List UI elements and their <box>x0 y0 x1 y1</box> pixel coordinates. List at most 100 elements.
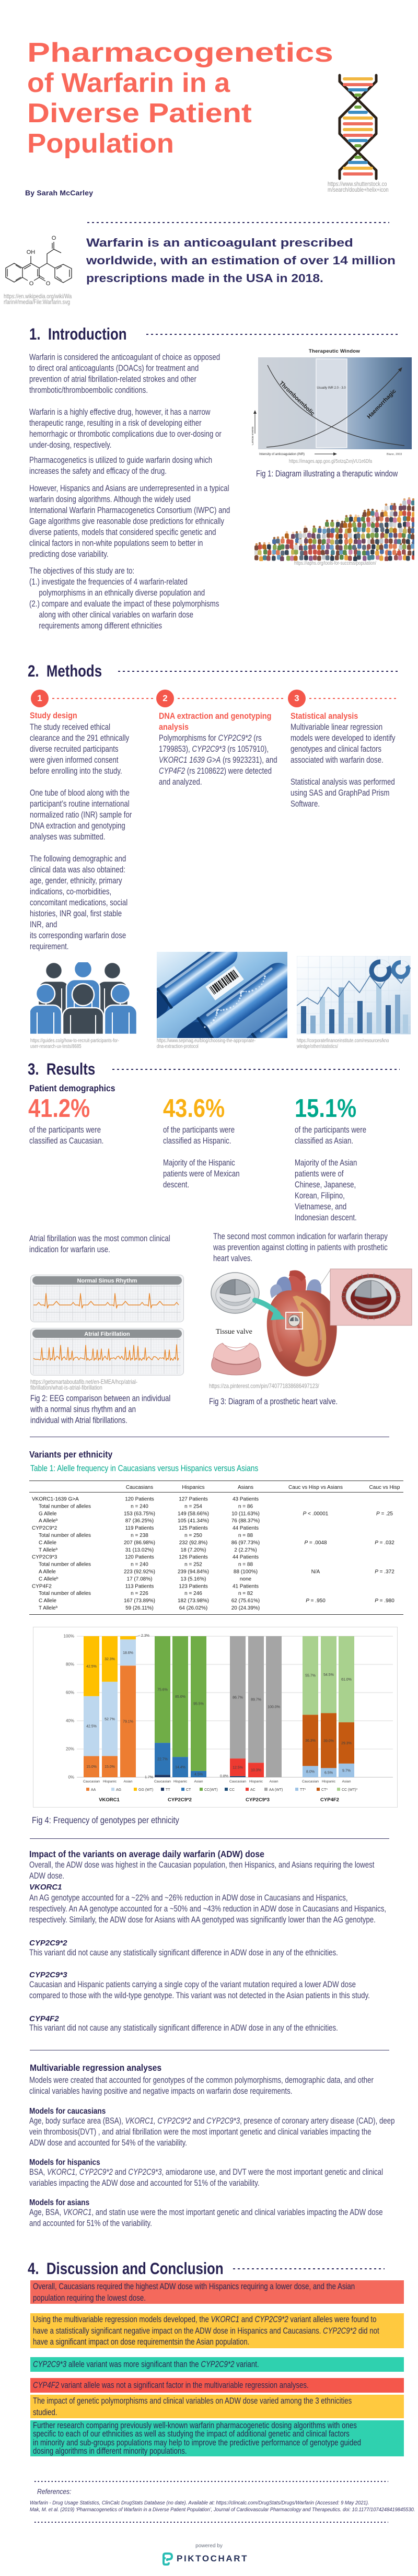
svg-text:n = 82: n = 82 <box>238 1591 253 1596</box>
svg-text:Caucasians: Caucasians <box>126 1485 153 1490</box>
svg-text:Usually INR 2.0 - 3.0: Usually INR 2.0 - 3.0 <box>317 387 346 390</box>
svg-text:Intensity of anticoagulation (: Intensity of anticoagulation (INR) <box>259 453 305 456</box>
svg-text:A Alleleb: A Alleleb <box>39 1518 58 1524</box>
svg-text:55.7%: 55.7% <box>305 1674 316 1678</box>
svg-text:T Alleleb: T Alleleb <box>39 1547 58 1553</box>
svg-text:Total number of alleles: Total number of alleles <box>39 1562 91 1568</box>
svg-text:Caucasian: Caucasian <box>302 1780 319 1784</box>
svg-text:76 (88.37%): 76 (88.37%) <box>231 1518 260 1524</box>
svg-text:CYP2C9*3: CYP2C9*3 <box>246 1797 270 1803</box>
svg-text:95.5%: 95.5% <box>193 1702 204 1706</box>
svg-text:P = .950: P = .950 <box>306 1598 326 1604</box>
svg-text:20%: 20% <box>66 1747 74 1752</box>
svg-text:22.7%: 22.7% <box>157 1757 168 1761</box>
svg-text:G Allele: G Allele <box>39 1511 57 1517</box>
svg-text:120 Patients: 120 Patients <box>125 1497 154 1502</box>
svg-text:CC (WT)*: CC (WT)* <box>342 1788 358 1792</box>
svg-text:VKORC1-1639 G>A: VKORC1-1639 G>A <box>32 1497 79 1502</box>
svg-text:Asian: Asian <box>269 1780 278 1784</box>
svg-text:2 (2.27%): 2 (2.27%) <box>234 1547 257 1553</box>
svg-text:C Alleleb: C Alleleb <box>39 1576 59 1582</box>
svg-text:AA (WT): AA (WT) <box>269 1788 283 1792</box>
svg-text:AA: AA <box>91 1788 96 1792</box>
svg-text:62 (75.61%): 62 (75.61%) <box>231 1598 260 1604</box>
svg-text:167 (73.89%): 167 (73.89%) <box>124 1598 155 1604</box>
svg-text:CYP4F2: CYP4F2 <box>320 1797 339 1803</box>
svg-text:59 (26.11%): 59 (26.11%) <box>125 1605 154 1611</box>
svg-text:n = 250: n = 250 <box>184 1533 202 1538</box>
svg-text:29.3%: 29.3% <box>341 1742 352 1745</box>
svg-text:AC: AC <box>250 1788 256 1792</box>
svg-text:113 Patients: 113 Patients <box>125 1583 154 1589</box>
svg-text:239 (94.84%): 239 (94.84%) <box>178 1569 209 1575</box>
svg-text:Hispanics: Hispanics <box>182 1485 204 1490</box>
svg-text:n = 254: n = 254 <box>184 1503 202 1509</box>
svg-text:207 (86.98%): 207 (86.98%) <box>124 1540 155 1546</box>
svg-text:CT: CT <box>186 1788 191 1792</box>
svg-text:T Alleleb: T Alleleb <box>39 1605 58 1611</box>
svg-text:P = .372: P = .372 <box>375 1569 394 1575</box>
svg-text:P = .0048: P = .0048 <box>304 1540 327 1546</box>
svg-text:32.3%: 32.3% <box>104 1658 115 1661</box>
svg-text:CYP4F2: CYP4F2 <box>32 1583 52 1589</box>
svg-text:CYP2C9*2: CYP2C9*2 <box>168 1797 192 1803</box>
svg-text:42.5%: 42.5% <box>86 1725 97 1729</box>
svg-text:86.7%: 86.7% <box>233 1696 243 1700</box>
svg-text:O: O <box>46 281 51 287</box>
svg-text:44 Patients: 44 Patients <box>233 1555 259 1560</box>
svg-text:P < .00001: P < .00001 <box>303 1511 329 1517</box>
svg-text:n = 226: n = 226 <box>131 1591 148 1596</box>
svg-text:127 Patients: 127 Patients <box>179 1497 208 1502</box>
svg-text:Atrial Fibrillation: Atrial Fibrillation <box>84 1331 130 1337</box>
svg-text:14.4%: 14.4% <box>175 1766 185 1769</box>
svg-text:Total number of alleles: Total number of alleles <box>39 1503 91 1509</box>
svg-text:15.0%: 15.0% <box>86 1765 97 1769</box>
svg-text:1.7%: 1.7% <box>145 1776 153 1779</box>
svg-text:123 Patients: 123 Patients <box>179 1583 208 1589</box>
svg-text:C Allele: C Allele <box>39 1540 56 1546</box>
svg-text:Caucasian: Caucasian <box>154 1780 171 1784</box>
svg-text:Asian: Asian <box>194 1780 203 1784</box>
svg-text:41 Patients: 41 Patients <box>233 1583 259 1589</box>
svg-text:10 (11.63%): 10 (11.63%) <box>231 1511 260 1517</box>
svg-text:Cauc vs Hisp vs Asians: Cauc vs Hisp vs Asians <box>288 1485 343 1490</box>
svg-text:CC(WT): CC(WT) <box>204 1788 218 1792</box>
svg-text:none: none <box>240 1576 252 1582</box>
svg-text:40%: 40% <box>66 1719 74 1723</box>
svg-text:87 (36.25%): 87 (36.25%) <box>125 1518 154 1524</box>
svg-text:OH: OH <box>27 249 36 255</box>
svg-text:43 Patients: 43 Patients <box>233 1497 259 1502</box>
svg-text:GG (WT): GG (WT) <box>138 1788 153 1792</box>
svg-text:Blann, 2003: Blann, 2003 <box>387 453 402 456</box>
svg-text:125 Patients: 125 Patients <box>179 1525 208 1531</box>
svg-text:Total number of alleles: Total number of alleles <box>39 1533 91 1538</box>
svg-text:Clinical events: Clinical events <box>252 426 254 445</box>
svg-text:N/A: N/A <box>311 1569 320 1575</box>
svg-text:75.6%: 75.6% <box>157 1688 168 1692</box>
svg-text:Hispanic: Hispanic <box>249 1780 263 1784</box>
svg-text:Tissue valve: Tissue valve <box>216 1328 252 1336</box>
svg-text:12.5%: 12.5% <box>233 1766 243 1770</box>
svg-text:13 (5.16%): 13 (5.16%) <box>181 1576 206 1582</box>
svg-text:17 (7.08%): 17 (7.08%) <box>127 1576 153 1582</box>
svg-text:n = 238: n = 238 <box>131 1533 148 1538</box>
svg-text:A Allele: A Allele <box>39 1569 56 1575</box>
svg-text:9.7%: 9.7% <box>342 1769 351 1773</box>
svg-text:Normal Sinus Rhythm: Normal Sinus Rhythm <box>77 1278 137 1284</box>
svg-text:100.0%: 100.0% <box>268 1706 280 1709</box>
svg-text:Therapeutic Window: Therapeutic Window <box>309 348 361 354</box>
svg-text:61.0%: 61.0% <box>341 1678 352 1682</box>
svg-text:18 (7.20%): 18 (7.20%) <box>181 1547 206 1553</box>
svg-text:n = 240: n = 240 <box>131 1503 148 1509</box>
svg-text:VKORC1: VKORC1 <box>99 1797 120 1803</box>
svg-text:88 (100%): 88 (100%) <box>234 1569 258 1575</box>
svg-text:CYP2C9*2: CYP2C9*2 <box>32 1525 57 1531</box>
svg-text:86 (97.73%): 86 (97.73%) <box>231 1540 260 1546</box>
svg-text:TT: TT <box>166 1788 170 1792</box>
svg-text:n = 252: n = 252 <box>184 1562 202 1568</box>
svg-text:P = .25: P = .25 <box>376 1511 393 1517</box>
svg-text:CT*: CT* <box>321 1788 328 1792</box>
svg-text:TT*: TT* <box>300 1788 306 1792</box>
svg-text:n = 88: n = 88 <box>238 1533 253 1538</box>
svg-text:Caucasian: Caucasian <box>229 1780 246 1784</box>
